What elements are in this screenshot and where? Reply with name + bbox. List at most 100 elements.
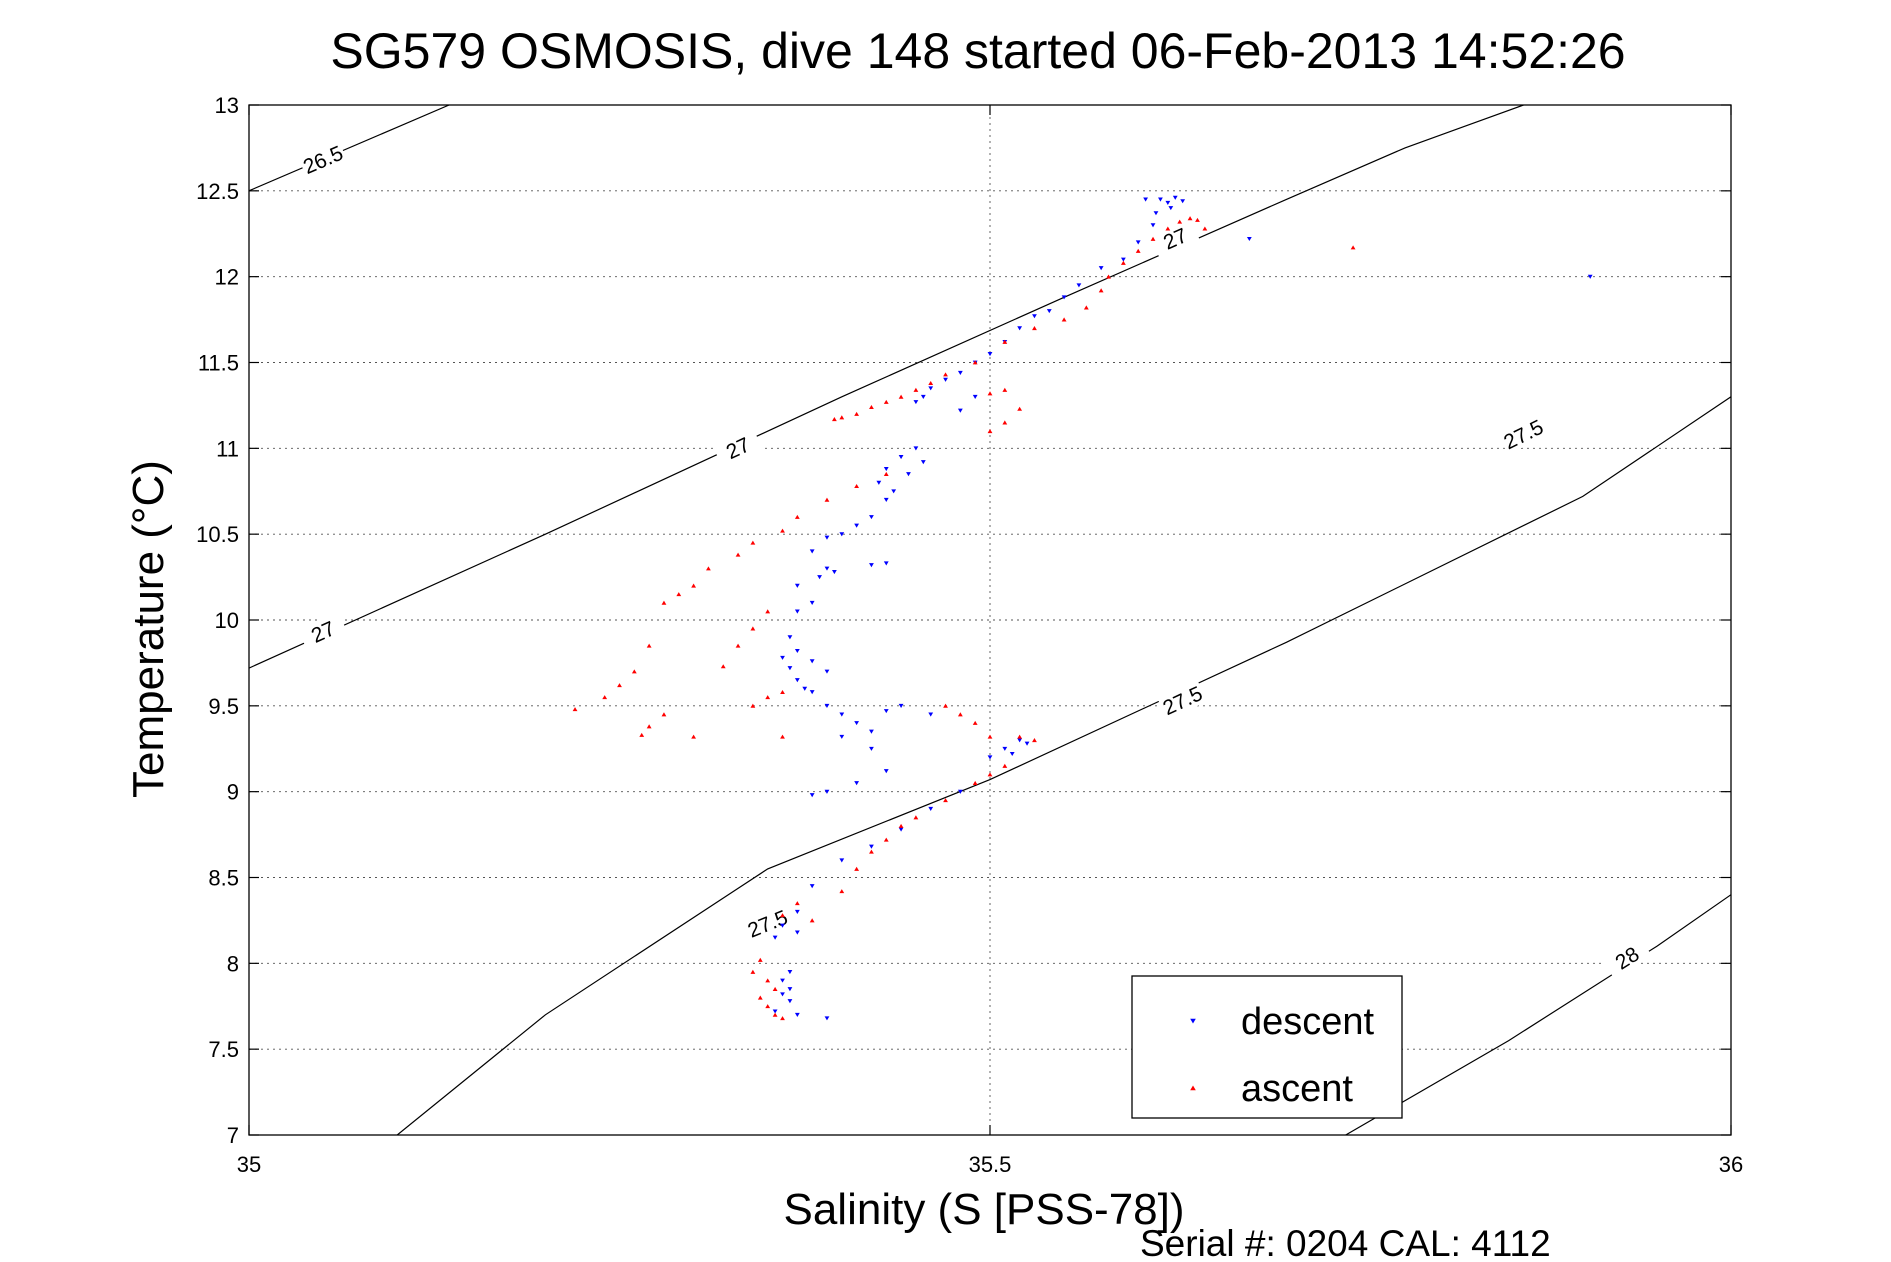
data-point-descent xyxy=(869,515,874,520)
data-point-descent xyxy=(824,789,830,794)
data-point-descent xyxy=(928,386,934,391)
data-point-ascent xyxy=(883,471,889,477)
data-point-ascent xyxy=(1165,226,1171,231)
data-point-ascent xyxy=(869,404,874,410)
y-tick-label: 9.5 xyxy=(208,694,239,719)
density-contour-27-5 xyxy=(396,396,1731,1135)
data-point-descent xyxy=(883,709,889,714)
data-point-descent xyxy=(1024,741,1030,746)
data-point-descent xyxy=(1180,199,1186,204)
x-axis-label: Salinity (S [PSS-78]) xyxy=(783,1185,1184,1234)
data-point-ascent xyxy=(765,609,771,614)
data-point-ascent xyxy=(869,849,874,854)
data-point-descent xyxy=(906,472,911,477)
data-point-ascent xyxy=(765,695,771,700)
legend-marker-ascent xyxy=(1190,1085,1196,1091)
data-point-ascent xyxy=(661,712,667,717)
data-point-ascent xyxy=(1195,217,1200,222)
y-axis-label: Temperature (°C) xyxy=(124,460,173,798)
chart-title: SG579 OSMOSIS, dive 148 started 06-Feb-2… xyxy=(330,23,1625,79)
data-point-ascent xyxy=(765,978,771,983)
data-point-descent xyxy=(928,712,934,717)
data-point-ascent xyxy=(987,772,993,777)
data-point-descent xyxy=(824,1016,830,1021)
data-point-ascent xyxy=(831,416,837,422)
data-point-descent xyxy=(809,549,815,554)
data-point-descent xyxy=(824,669,830,674)
data-point-ascent xyxy=(757,995,763,1000)
data-point-ascent xyxy=(780,734,785,739)
data-point-ascent xyxy=(883,837,889,842)
data-point-ascent xyxy=(1032,738,1037,743)
data-point-ascent xyxy=(1061,317,1067,322)
data-point-descent xyxy=(1168,206,1174,211)
data-point-descent xyxy=(780,923,785,928)
data-point-descent xyxy=(794,678,800,683)
data-point-descent xyxy=(854,523,860,528)
data-point-ascent xyxy=(943,798,948,803)
data-point-ascent xyxy=(794,514,800,519)
data-point-descent xyxy=(809,690,815,695)
data-point-ascent xyxy=(957,712,963,717)
data-point-ascent xyxy=(972,360,978,365)
data-point-descent xyxy=(898,827,904,832)
data-point-descent xyxy=(1143,197,1149,202)
data-point-descent xyxy=(809,884,815,889)
data-point-ascent xyxy=(913,815,919,820)
data-point-ascent xyxy=(928,380,934,386)
data-point-ascent xyxy=(780,528,785,533)
y-tick-label: 11.5 xyxy=(198,351,239,376)
data-point-descent xyxy=(1172,195,1178,200)
data-point-ascent xyxy=(987,429,993,434)
data-point-descent xyxy=(794,909,800,914)
data-point-ascent xyxy=(706,566,711,571)
data-point-ascent xyxy=(639,732,645,737)
data-point-ascent xyxy=(772,986,778,992)
data-point-ascent xyxy=(854,483,860,489)
data-point-ascent xyxy=(972,720,978,725)
data-point-descent xyxy=(957,408,963,413)
data-point-descent xyxy=(898,703,904,708)
data-point-descent xyxy=(809,659,815,664)
data-point-descent xyxy=(972,394,978,399)
data-point-ascent xyxy=(913,387,919,392)
data-point-descent xyxy=(780,978,785,983)
y-tick-label: 10.5 xyxy=(196,522,239,547)
data-point-ascent xyxy=(1098,288,1104,293)
data-point-descent xyxy=(1009,751,1015,757)
data-point-descent xyxy=(1158,197,1163,202)
data-point-ascent xyxy=(631,669,637,674)
data-point-descent xyxy=(787,635,793,640)
density-contour-27 xyxy=(249,105,1524,669)
data-point-descent xyxy=(987,351,993,357)
data-point-ascent xyxy=(750,703,756,708)
data-point-descent xyxy=(824,535,830,540)
data-point-ascent xyxy=(898,823,904,828)
data-point-descent xyxy=(817,575,822,580)
data-point-ascent xyxy=(1187,216,1193,221)
data-point-ascent xyxy=(943,703,948,708)
legend-box xyxy=(1131,975,1403,1119)
data-point-ascent xyxy=(854,866,860,871)
data-point-ascent xyxy=(1083,305,1089,310)
data-point-ascent xyxy=(972,780,978,786)
y-tick-label: 7 xyxy=(227,1123,239,1148)
data-point-ascent xyxy=(661,600,667,605)
data-point-descent xyxy=(920,394,926,399)
legend-marker-descent xyxy=(1190,1018,1196,1024)
grid-lines xyxy=(249,105,1731,1135)
data-point-descent xyxy=(824,566,830,571)
data-point-descent xyxy=(794,648,800,654)
data-point-ascent xyxy=(1002,339,1008,344)
data-point-descent xyxy=(854,781,860,786)
data-point-descent xyxy=(1046,309,1052,314)
data-point-descent xyxy=(794,609,800,614)
x-tick-label: 35 xyxy=(237,1152,261,1177)
data-point-ascent xyxy=(780,1016,785,1021)
data-point-descent xyxy=(854,721,860,726)
contour-label: 26.5 xyxy=(300,142,347,179)
legend-label-ascent: ascent xyxy=(1241,1068,1353,1110)
data-point-ascent xyxy=(854,411,860,416)
data-point-ascent xyxy=(1120,260,1126,265)
data-point-ascent xyxy=(824,497,830,502)
